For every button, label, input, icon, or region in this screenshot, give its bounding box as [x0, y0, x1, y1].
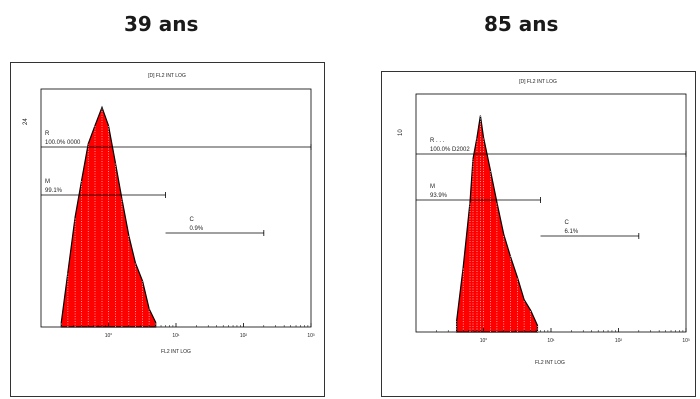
- x-tick-label: 10¹: [172, 333, 180, 339]
- histogram-area: [60, 105, 157, 328]
- chart-title: [D] FL2 INT LOG: [519, 79, 557, 85]
- x-tick-label: 10¹: [547, 338, 555, 344]
- gate-markers: R . . . 100.0% D2002 M 93.9% C 6.1%: [416, 138, 687, 239]
- gate-percent: 0.9%: [190, 226, 204, 232]
- histogram-panel-85: [D] FL2 INT LOG 10 R . . . 100.0% D2002 M 9…: [381, 71, 696, 397]
- chart-title: [D] FL2 INT LOG: [148, 73, 186, 79]
- x-tick-label: 10²: [240, 333, 248, 339]
- x-axis-ticks: 10° 10¹ 10² 10³: [436, 328, 690, 344]
- gate-name: M: [430, 184, 435, 190]
- x-tick-label: 10³: [307, 333, 315, 339]
- gate-percent: 100.0% D2002: [430, 147, 470, 153]
- y-tick-label: 24: [23, 118, 29, 125]
- x-axis-ticks: 10° 10¹ 10² 10³: [61, 323, 315, 339]
- gate-percent: 93.9%: [430, 193, 448, 199]
- gate-name: M: [45, 179, 50, 185]
- age-title-39: 39 ans: [124, 12, 199, 36]
- gate-name: C: [565, 220, 570, 226]
- gate-markers: R 100.0% 0000 M 99.1% C 0.9%: [41, 131, 312, 236]
- x-tick-label: 10°: [105, 333, 113, 339]
- histogram-chart-85: [D] FL2 INT LOG 10 R . . . 100.0% D2002 M 9…: [398, 79, 690, 366]
- histogram-area: [455, 115, 539, 333]
- y-tick-label: 10: [398, 129, 404, 136]
- histogram-chart-39: [D] FL2 INT LOG 24 R 100.0% 0000 M 99.1% C 0.…: [23, 73, 315, 355]
- histogram-fill: [60, 105, 157, 328]
- x-tick-label: 10°: [480, 338, 488, 344]
- x-axis-label: FL2 INT LOG: [161, 349, 191, 355]
- x-tick-label: 10³: [682, 338, 690, 344]
- age-title-85: 85 ans: [484, 12, 559, 36]
- x-axis-label: FL2 INT LOG: [535, 360, 565, 366]
- gate-percent: 99.1%: [45, 188, 63, 194]
- plot-frame: [415, 93, 687, 333]
- gate-name: R: [45, 131, 50, 137]
- gate-percent: 6.1%: [565, 229, 579, 235]
- gate-name: C: [190, 217, 195, 223]
- x-tick-label: 10²: [615, 338, 623, 344]
- gate-name: R . . .: [430, 138, 445, 144]
- gate-percent: 100.0% 0000: [45, 140, 81, 146]
- histogram-panel-39: [D] FL2 INT LOG 24 R 100.0% 0000 M 99.1% C 0.…: [10, 62, 325, 397]
